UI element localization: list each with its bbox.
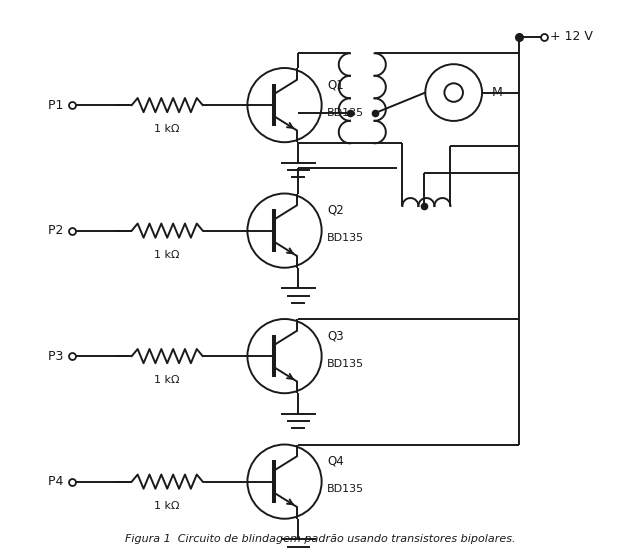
Text: Q2: Q2: [327, 204, 344, 217]
Text: 1 kΩ: 1 kΩ: [154, 124, 180, 134]
Text: P2: P2: [48, 224, 67, 237]
Text: 1 kΩ: 1 kΩ: [154, 375, 180, 385]
Text: BD135: BD135: [327, 108, 364, 118]
Text: Figura 1  Circuito de blindagem padrão usando transistores bipolares.: Figura 1 Circuito de blindagem padrão us…: [125, 535, 515, 545]
Text: BD135: BD135: [327, 359, 364, 369]
Text: P3: P3: [48, 350, 67, 363]
Text: Q3: Q3: [327, 330, 344, 342]
Text: Q1: Q1: [327, 79, 344, 91]
Text: M: M: [492, 86, 502, 99]
Text: P1: P1: [48, 99, 67, 111]
Text: BD135: BD135: [327, 233, 364, 243]
Text: 1 kΩ: 1 kΩ: [154, 250, 180, 260]
Text: Q4: Q4: [327, 455, 344, 468]
Text: 1 kΩ: 1 kΩ: [154, 501, 180, 511]
Text: BD135: BD135: [327, 484, 364, 494]
Text: + 12 V: + 12 V: [550, 30, 593, 43]
Text: P4: P4: [48, 475, 67, 488]
